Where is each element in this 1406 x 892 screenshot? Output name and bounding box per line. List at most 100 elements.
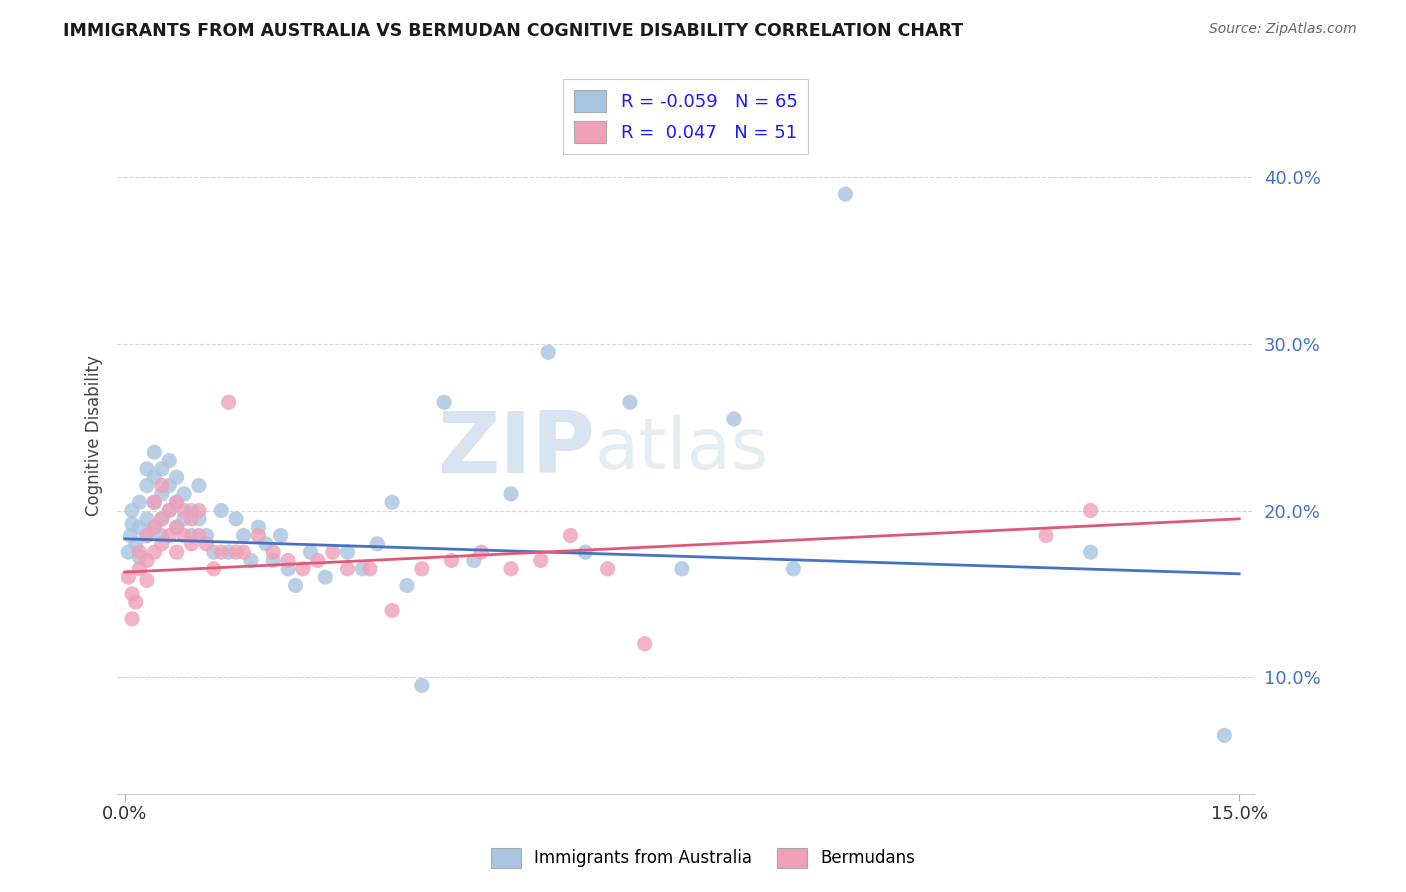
Point [381, 603, 404, 617]
Y-axis label: Cognitive Disability: Cognitive Disability [86, 355, 103, 516]
Point [166, 545, 188, 559]
Point [180, 512, 202, 526]
Point [463, 553, 485, 567]
Point [180, 528, 202, 542]
Point [173, 503, 195, 517]
Point [723, 412, 745, 426]
Point [187, 528, 209, 542]
Point [574, 545, 596, 559]
Point [262, 553, 284, 567]
Point [166, 495, 188, 509]
Point [121, 612, 143, 626]
Point [195, 537, 218, 551]
Point [262, 545, 284, 559]
Point [135, 528, 157, 542]
Point [150, 478, 173, 492]
Point [135, 462, 157, 476]
Point [135, 553, 157, 567]
Point [150, 528, 173, 542]
Point [225, 512, 247, 526]
Point [128, 495, 150, 509]
Text: ZIP: ZIP [437, 409, 595, 491]
Point [135, 512, 157, 526]
Point [173, 528, 195, 542]
Point [314, 570, 336, 584]
Point [143, 520, 166, 534]
Point [143, 470, 166, 484]
Point [336, 562, 359, 576]
Legend: Immigrants from Australia, Bermudans: Immigrants from Australia, Bermudans [484, 841, 922, 875]
Point [150, 512, 173, 526]
Point [125, 537, 148, 551]
Point [135, 574, 157, 588]
Point [277, 562, 299, 576]
Point [440, 553, 463, 567]
Point [782, 562, 804, 576]
Point [128, 562, 150, 576]
Point [1080, 545, 1102, 559]
Point [187, 512, 209, 526]
Point [135, 478, 157, 492]
Point [117, 545, 139, 559]
Point [121, 587, 143, 601]
Point [218, 545, 240, 559]
Point [560, 528, 582, 542]
Point [336, 545, 359, 559]
Point [1080, 503, 1102, 517]
Point [187, 478, 209, 492]
Point [125, 595, 148, 609]
Point [121, 503, 143, 517]
Point [270, 528, 292, 542]
Point [166, 520, 188, 534]
Point [180, 503, 202, 517]
Point [166, 470, 188, 484]
Point [284, 578, 307, 592]
Point [411, 562, 433, 576]
Point [499, 487, 522, 501]
Point [1035, 528, 1057, 542]
Point [120, 528, 142, 542]
Point [166, 520, 188, 534]
Point [307, 553, 329, 567]
Point [209, 545, 232, 559]
Point [128, 520, 150, 534]
Point [247, 528, 270, 542]
Point [470, 545, 492, 559]
Point [157, 453, 180, 467]
Point [128, 550, 150, 565]
Point [157, 503, 180, 517]
Point [173, 487, 195, 501]
Point [671, 562, 693, 576]
Point [121, 516, 143, 531]
Point [202, 545, 225, 559]
Point [180, 537, 202, 551]
Point [173, 512, 195, 526]
Point [619, 395, 641, 409]
Point [277, 553, 299, 567]
Point [247, 520, 270, 534]
Point [596, 562, 619, 576]
Point [299, 545, 322, 559]
Point [143, 520, 166, 534]
Point [291, 562, 314, 576]
Point [411, 678, 433, 692]
Point [157, 528, 180, 542]
Point [209, 503, 232, 517]
Legend: R = -0.059   N = 65, R =  0.047   N = 51: R = -0.059 N = 65, R = 0.047 N = 51 [562, 79, 808, 154]
Point [202, 562, 225, 576]
Point [834, 187, 856, 202]
Point [634, 637, 657, 651]
Point [143, 495, 166, 509]
Point [150, 537, 173, 551]
Point [143, 545, 166, 559]
Point [157, 478, 180, 492]
Point [150, 462, 173, 476]
Point [143, 495, 166, 509]
Point [135, 528, 157, 542]
Text: IMMIGRANTS FROM AUSTRALIA VS BERMUDAN COGNITIVE DISABILITY CORRELATION CHART: IMMIGRANTS FROM AUSTRALIA VS BERMUDAN CO… [63, 22, 963, 40]
Point [225, 545, 247, 559]
Point [128, 545, 150, 559]
Point [232, 545, 254, 559]
Point [359, 562, 381, 576]
Point [254, 537, 277, 551]
